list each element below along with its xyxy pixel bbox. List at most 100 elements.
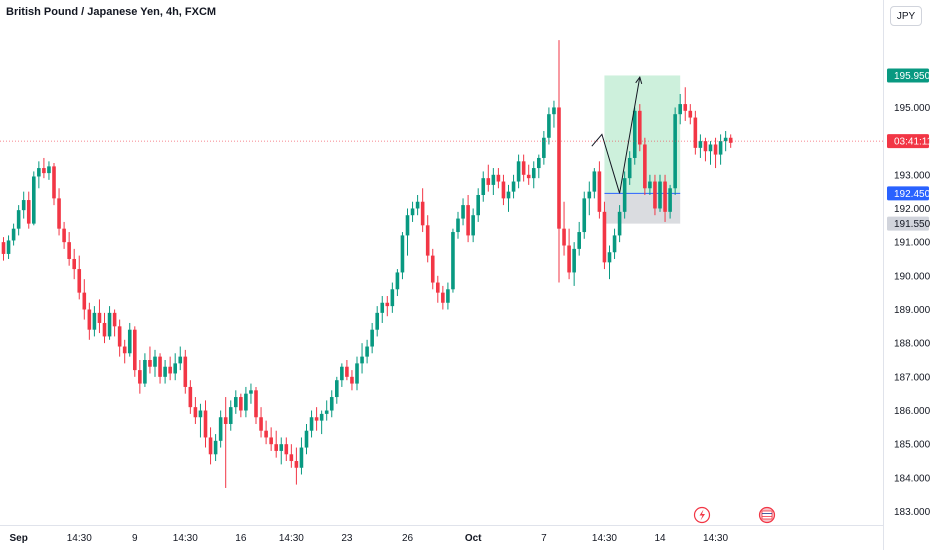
candle	[562, 201, 566, 256]
candle	[486, 164, 491, 192]
candle-body	[335, 380, 339, 398]
candle	[158, 353, 162, 384]
candle	[430, 248, 435, 290]
candle	[471, 208, 475, 243]
candle-body	[239, 397, 243, 411]
candle-body	[117, 326, 122, 347]
candle	[198, 403, 203, 438]
candle-body	[52, 166, 56, 199]
candle-body	[582, 198, 587, 233]
countdown-badge-text: 03:41:11	[894, 137, 932, 148]
candle-body	[360, 356, 364, 364]
candle	[239, 393, 243, 418]
candle-body	[228, 407, 233, 424]
candle-body	[602, 211, 607, 263]
candle-body	[728, 137, 733, 143]
position-zones[interactable]	[604, 75, 681, 224]
x-tick-label: 14:30	[67, 533, 92, 544]
candle	[698, 134, 703, 158]
x-axis[interactable]: Sep 14:30 9 14:30 16 14:30 23 26 Oct 7 14:30 14 14:3…	[0, 525, 883, 545]
candle-body	[627, 157, 632, 179]
candle-body	[451, 232, 455, 290]
candle	[673, 107, 677, 195]
candle	[375, 306, 379, 337]
y-axis[interactable]: 195.000194.000193.000192.000191.000190.0…	[883, 0, 931, 550]
x-tick-label: 14:30	[279, 533, 304, 544]
candle	[688, 104, 693, 125]
candle	[511, 174, 516, 199]
candle-body	[456, 218, 460, 233]
projection-line	[591, 77, 641, 194]
candle	[632, 107, 637, 165]
candle-body	[77, 269, 82, 293]
bottom-tools[interactable]	[693, 506, 776, 524]
candle-body	[390, 289, 395, 307]
candle	[466, 195, 470, 243]
candle-body	[102, 322, 107, 337]
candle-body	[178, 356, 183, 364]
y-tick-label: 184.000	[894, 473, 931, 484]
candle	[395, 269, 400, 297]
candle-body	[592, 171, 597, 192]
candle	[526, 164, 531, 185]
projection-path[interactable]	[591, 76, 643, 194]
candle	[537, 154, 541, 179]
candle-body	[345, 366, 349, 377]
candle-body	[415, 201, 420, 209]
currency-button[interactable]: JPY	[890, 6, 922, 26]
candle-body	[82, 292, 87, 310]
candle-body	[436, 282, 440, 293]
candle-body	[385, 302, 390, 307]
candle-body	[425, 225, 430, 256]
candle-body	[678, 104, 682, 115]
candle-body	[718, 141, 723, 155]
candle	[223, 397, 228, 488]
candle-body	[289, 454, 294, 462]
x-tick-label: 14	[654, 533, 666, 544]
candle	[259, 407, 263, 438]
candle-body	[673, 114, 677, 189]
candle-body	[365, 346, 369, 357]
stop-zone	[604, 193, 681, 224]
candle	[37, 161, 41, 189]
candle	[107, 306, 112, 340]
x-tick-label: 14:30	[173, 533, 198, 544]
candle	[47, 161, 51, 180]
candle-body	[1, 242, 6, 254]
candle	[360, 343, 364, 374]
candle	[138, 360, 142, 394]
candle	[244, 386, 248, 418]
candle	[218, 410, 223, 448]
candle-body	[107, 312, 112, 337]
candle-body	[148, 360, 152, 367]
candle-body	[244, 393, 248, 411]
candle-body	[441, 292, 445, 303]
candle	[617, 205, 622, 243]
candle	[643, 137, 647, 195]
candle-body	[11, 228, 16, 241]
candle-body	[87, 309, 92, 330]
candle-body	[208, 437, 213, 455]
candle-body	[370, 329, 374, 347]
candle	[723, 131, 728, 152]
candle	[203, 400, 208, 448]
y-tick-label: 193.000	[894, 170, 931, 181]
y-tick-label: 189.000	[894, 305, 931, 316]
candle-body	[708, 144, 713, 152]
candle	[112, 309, 117, 337]
candle-body	[521, 161, 526, 175]
candle	[370, 322, 374, 354]
candle-body	[698, 141, 703, 148]
x-tick-label: 9	[132, 533, 138, 544]
candle-body	[72, 258, 76, 270]
candles	[1, 40, 733, 488]
candle-body	[557, 107, 561, 229]
candle-body	[562, 228, 566, 246]
x-tick-label: 14:30	[592, 533, 617, 544]
candle	[269, 427, 273, 451]
candle-body	[638, 110, 642, 145]
candle-body	[395, 272, 400, 290]
candle-body	[259, 417, 263, 431]
candle	[597, 161, 602, 219]
